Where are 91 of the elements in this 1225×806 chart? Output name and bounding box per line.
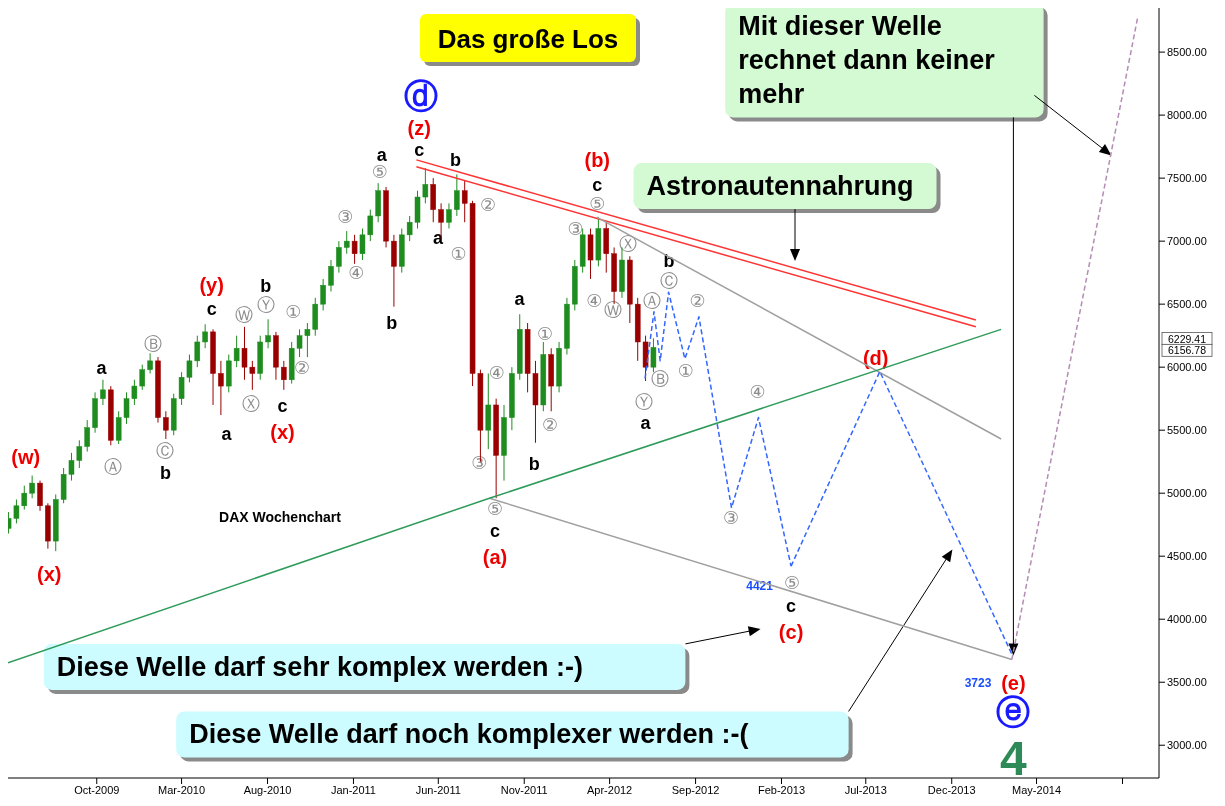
circled-label: Ⓒ — [156, 439, 175, 461]
annotation: b — [386, 312, 398, 333]
annotation: c — [489, 520, 500, 541]
y-tick-label: 4000.00 — [1167, 613, 1207, 626]
x-tick-label: Dec-2013 — [927, 783, 976, 796]
annotation: (x) — [270, 420, 295, 443]
y-tick-label: 5500.00 — [1167, 424, 1207, 437]
annotation: a — [514, 289, 526, 310]
annotation: c — [206, 299, 217, 320]
x-tick-label: Jan-2011 — [330, 783, 376, 796]
annotation: b — [159, 462, 171, 483]
annotation: a — [640, 412, 652, 433]
circled-label: Ⓨ — [635, 390, 654, 412]
annotation: 4 — [1000, 731, 1028, 785]
annotation: Diese Welle darf sehr komplex werden :-) — [56, 651, 583, 682]
annotation: 3723 — [964, 675, 992, 690]
circled-label: Ⓑ — [651, 368, 670, 390]
annotation: (c) — [778, 620, 804, 643]
y-tick-label: 7000.00 — [1167, 235, 1207, 248]
annotation: (y) — [199, 273, 224, 296]
y-tick-label: 4500.00 — [1167, 550, 1207, 563]
y-tick-label: 7500.00 — [1167, 172, 1207, 185]
annotation: (e) — [1001, 671, 1026, 694]
x-tick-label: Aug-2010 — [243, 783, 292, 796]
y-tick-label: 8000.00 — [1167, 109, 1207, 122]
circled-label: ② — [689, 289, 706, 311]
annotation: ⓓ — [404, 76, 439, 117]
circled-label: ⑤ — [589, 192, 606, 214]
circled-label: ⑤ — [784, 572, 801, 594]
circled-label: ⑤ — [486, 497, 504, 519]
circled-label: ③ — [567, 218, 584, 240]
circled-label: ③ — [471, 451, 488, 473]
annotation: c — [786, 596, 797, 617]
x-tick-label: Jun-2011 — [415, 783, 461, 796]
circled-label: ① — [537, 323, 554, 345]
circled-label: ④ — [348, 262, 365, 284]
text: DAX Wochenchart — [219, 509, 342, 525]
x-tick-label: Nov-2011 — [500, 783, 548, 796]
circled-label: ③ — [337, 206, 354, 228]
circled-label: Ⓐ — [643, 289, 662, 311]
annotation: b — [528, 454, 540, 475]
annotation: b — [260, 275, 272, 296]
circled-label: ④ — [488, 362, 505, 384]
x-tick-label: Sep-2012 — [671, 783, 720, 796]
circled-label: ② — [480, 193, 497, 215]
annotation: Mit dieser Welle rechnet dann keiner mehr — [738, 11, 996, 110]
annotation: Diese Welle darf noch komplexer werden :-( — [189, 719, 749, 750]
price-tag: 6156.78 — [1161, 343, 1213, 357]
circled-label: ① — [450, 242, 467, 264]
y-tick-label: 3500.00 — [1167, 676, 1207, 689]
x-tick-label: Mar-2010 — [158, 783, 206, 796]
x-tick-label: May-2014 — [1012, 783, 1061, 796]
circled-label: ③ — [723, 506, 740, 528]
annotation: c — [277, 396, 288, 417]
y-tick-label: 5000.00 — [1167, 487, 1207, 500]
annotation: Astronautennahrung — [646, 171, 914, 202]
circled-label: Ⓐ — [104, 455, 123, 477]
annotation: c — [414, 140, 425, 161]
x-tick-label: Feb-2013 — [757, 783, 806, 796]
x-tick-label: Oct-2009 — [74, 783, 120, 796]
annotation: (x) — [37, 562, 62, 585]
annotation: a — [96, 357, 108, 378]
annotation: (b) — [584, 149, 611, 172]
circled-label: Ⓦ — [235, 303, 254, 325]
circled-label: ① — [285, 300, 302, 322]
y-tick-label: 6500.00 — [1167, 298, 1207, 311]
circled-label: Ⓦ — [604, 298, 622, 320]
circled-label: ① — [677, 360, 694, 382]
circled-label: Ⓧ — [242, 392, 260, 414]
annotation: (d) — [862, 347, 889, 370]
y-tick-label: 3000.00 — [1167, 739, 1207, 752]
annotation: b — [450, 150, 462, 171]
circled-label: Ⓑ — [143, 332, 162, 354]
circled-label: ④ — [749, 381, 766, 403]
annotation: b — [663, 251, 675, 272]
circled-label: ② — [294, 356, 311, 378]
x-tick-label: Apr-2012 — [586, 783, 633, 796]
annotation: a — [221, 423, 233, 444]
price-tag: 6229.41 — [1161, 332, 1213, 345]
circled-label: Ⓒ — [660, 270, 679, 292]
annotation: (z) — [407, 116, 431, 139]
annotation: a — [432, 227, 444, 248]
circled-label: ④ — [586, 289, 603, 311]
circled-label: ② — [542, 414, 559, 436]
y-tick-label: 6000.00 — [1167, 361, 1207, 374]
annotation: (w) — [11, 446, 41, 469]
annotation: c — [592, 174, 603, 195]
circled-label: Ⓨ — [256, 293, 275, 315]
x-tick-label: Jul-2013 — [844, 783, 887, 796]
y-tick-label: 8500.00 — [1167, 46, 1207, 59]
annotation: (a) — [482, 546, 508, 569]
